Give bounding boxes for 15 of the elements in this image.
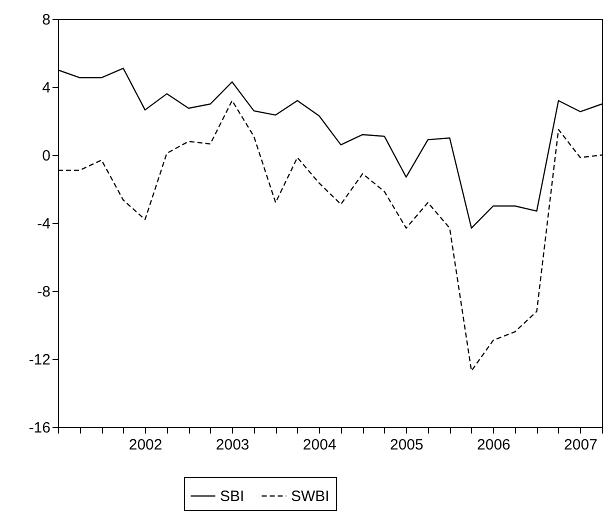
- x-tick-label: 2003: [216, 436, 250, 454]
- x-tick-label: 2006: [477, 436, 510, 454]
- y-tick-label: -8: [37, 284, 50, 300]
- y-tick-label: 4: [42, 80, 50, 96]
- y-tick-label: -12: [28, 352, 50, 368]
- legend-label: SBI: [220, 488, 244, 505]
- y-tick-label: 8: [42, 12, 50, 28]
- y-tick-label: -16: [28, 420, 50, 436]
- x-tick-label: 2007: [564, 436, 598, 454]
- x-tick-label: 2002: [128, 436, 162, 454]
- y-tick-label: 0: [42, 148, 50, 164]
- x-tick-label: 2005: [390, 436, 424, 454]
- legend-label: SWBI: [291, 488, 330, 505]
- x-tick-label: 2004: [302, 436, 336, 454]
- y-tick-label: -4: [37, 216, 50, 232]
